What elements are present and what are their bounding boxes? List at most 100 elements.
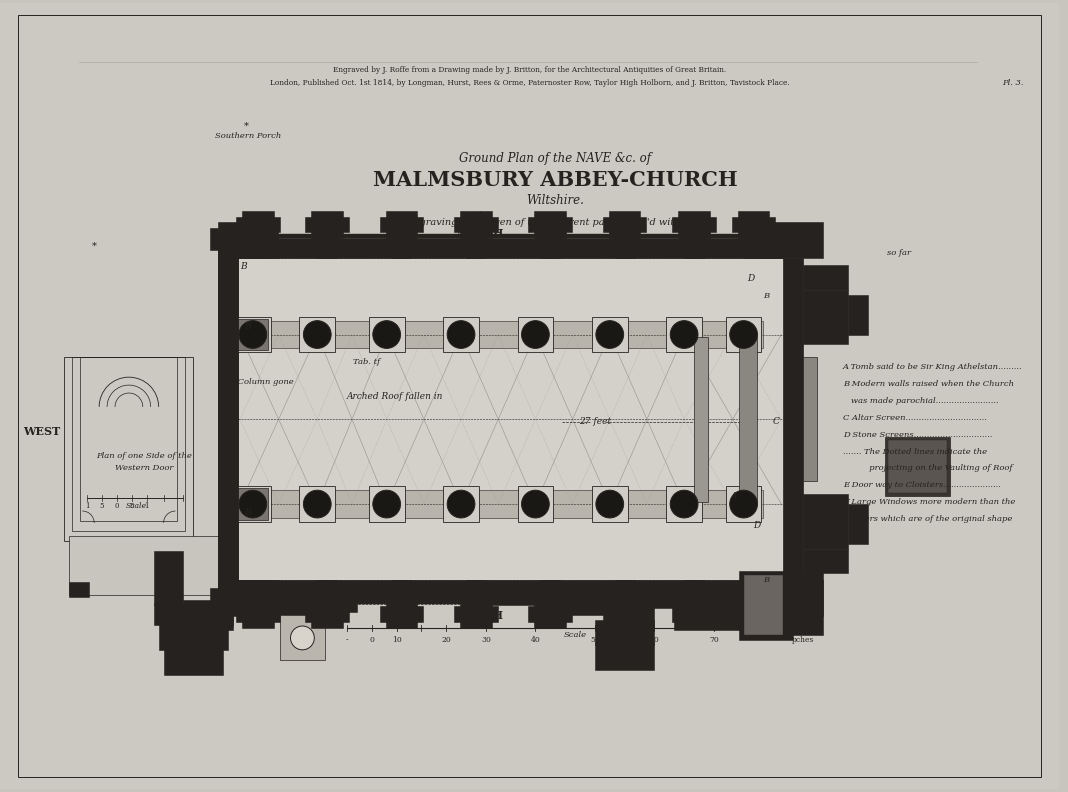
Circle shape — [671, 321, 698, 348]
Bar — [317, 581, 337, 600]
Bar — [534, 211, 566, 238]
Bar — [299, 486, 335, 522]
Text: Pl. 3.: Pl. 3. — [1002, 78, 1023, 86]
Text: 50: 50 — [590, 636, 600, 644]
Bar — [454, 216, 498, 232]
Bar — [218, 258, 238, 581]
Bar — [242, 600, 273, 628]
Text: F Large Windows more modern than the: F Large Windows more modern than the — [843, 498, 1016, 506]
Circle shape — [671, 490, 698, 518]
Text: Scale: Scale — [564, 631, 586, 639]
Text: 0: 0 — [114, 502, 120, 510]
Bar — [280, 610, 326, 660]
Bar — [486, 600, 565, 605]
Bar — [235, 486, 270, 522]
Bar — [726, 486, 761, 522]
Text: *  Engravings are given of the different parts mark'd with a Star.: * Engravings are given of the different … — [395, 218, 716, 227]
Bar — [604, 588, 655, 625]
Bar — [732, 216, 775, 232]
Bar — [738, 211, 769, 238]
Text: Western Door: Western Door — [114, 464, 173, 472]
Text: B: B — [240, 587, 247, 596]
Bar — [312, 600, 343, 628]
Bar — [210, 588, 218, 610]
Bar — [218, 600, 783, 604]
Bar — [278, 602, 327, 612]
Circle shape — [447, 321, 475, 348]
Text: 20: 20 — [441, 636, 451, 644]
Bar — [848, 504, 867, 544]
Bar — [235, 317, 270, 352]
Bar — [803, 357, 817, 482]
Bar — [615, 238, 634, 258]
Bar — [466, 581, 486, 600]
Bar — [386, 211, 418, 238]
Bar — [743, 238, 764, 258]
Bar — [595, 620, 655, 645]
Bar — [248, 238, 268, 258]
Bar — [236, 216, 280, 232]
Bar — [885, 436, 949, 496]
Bar — [518, 486, 553, 522]
Bar — [529, 606, 572, 622]
Circle shape — [521, 321, 549, 348]
Bar — [218, 258, 238, 581]
Bar — [739, 337, 756, 502]
Bar — [305, 216, 349, 232]
Bar — [154, 604, 233, 625]
Text: F: F — [383, 586, 390, 595]
Text: D Stone Screens..............................: D Stone Screens.........................… — [843, 431, 992, 439]
Bar — [555, 590, 615, 615]
Text: Engraved by J. Roffe from a Drawing made by J. Britton, for the Architectural An: Engraved by J. Roffe from a Drawing made… — [333, 66, 726, 74]
Bar — [242, 211, 273, 238]
Bar — [238, 318, 268, 350]
Text: 40: 40 — [531, 636, 540, 644]
Text: Tab. tf: Tab. tf — [354, 358, 380, 366]
Bar — [460, 211, 491, 238]
Bar — [218, 223, 278, 258]
Bar — [380, 606, 423, 622]
Bar — [218, 581, 783, 600]
Text: D: D — [753, 521, 760, 531]
Bar — [803, 265, 848, 290]
Text: A: A — [731, 492, 737, 501]
Text: + Column gone: + Column gone — [229, 378, 294, 386]
Bar — [783, 570, 823, 635]
Bar — [218, 234, 783, 238]
Bar — [159, 622, 229, 649]
Bar — [678, 600, 710, 628]
Text: F: F — [447, 586, 454, 595]
Bar — [218, 258, 783, 581]
Bar — [848, 295, 867, 334]
Bar — [80, 357, 177, 521]
Text: *: * — [244, 122, 249, 131]
Bar — [609, 211, 641, 238]
Bar — [732, 606, 775, 622]
Text: was made parochial........................: was made parochial......................… — [843, 397, 999, 405]
Circle shape — [729, 321, 757, 348]
Bar — [236, 606, 280, 622]
Bar — [238, 321, 764, 348]
Text: E: E — [684, 591, 690, 600]
Text: C Altar Screen...............................: C Altar Screen..........................… — [843, 413, 987, 422]
Bar — [312, 211, 343, 238]
Bar — [184, 600, 233, 630]
Text: B: B — [245, 508, 251, 516]
Circle shape — [447, 490, 475, 518]
Text: 1: 1 — [144, 502, 150, 510]
Bar — [218, 581, 278, 616]
Circle shape — [239, 490, 267, 518]
Text: *: * — [790, 242, 796, 251]
Bar — [238, 488, 268, 520]
Bar — [238, 490, 764, 518]
Text: *: * — [794, 241, 799, 249]
Bar — [305, 606, 349, 622]
Bar — [218, 238, 783, 258]
Text: 60: 60 — [649, 636, 659, 644]
Text: B: B — [764, 577, 769, 584]
Circle shape — [239, 321, 267, 348]
Bar — [783, 258, 803, 581]
Circle shape — [373, 490, 400, 518]
Bar — [666, 317, 702, 352]
Text: ....... The Dotted lines indicate the: ....... The Dotted lines indicate the — [843, 447, 987, 455]
